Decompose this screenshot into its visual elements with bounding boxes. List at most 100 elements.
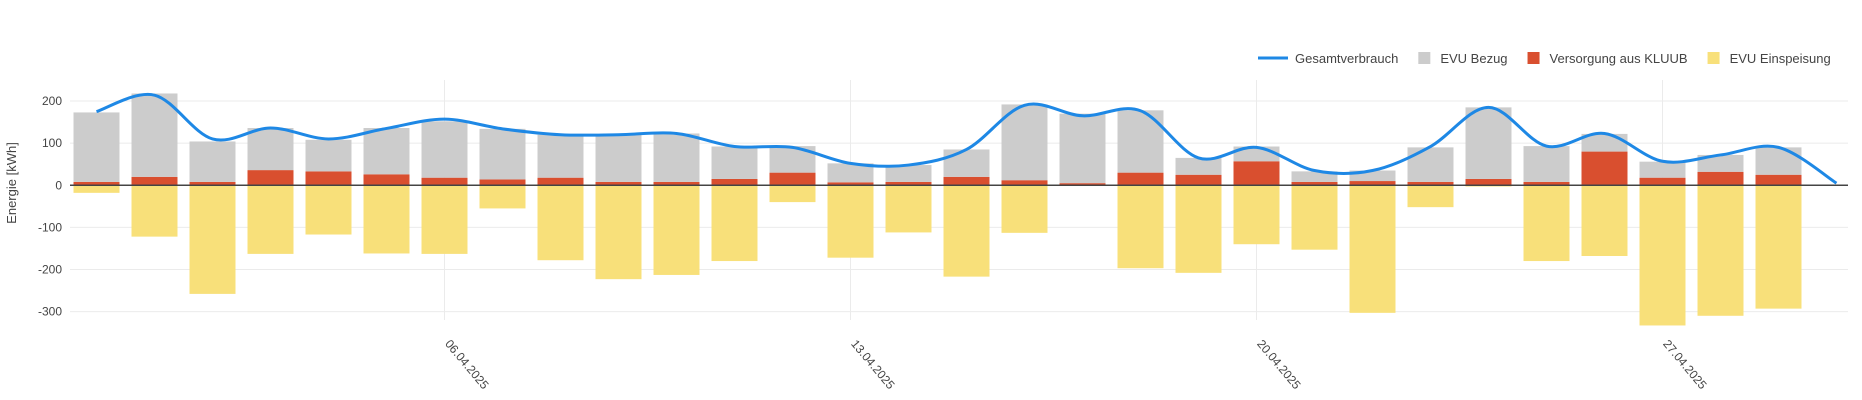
bar-series — [73, 93, 1802, 326]
bar-evu-bezug — [885, 165, 932, 182]
legend[interactable]: Gesamtverbrauch EVU Bezug Versorgung aus K… — [1258, 51, 1831, 66]
bar-kluub — [479, 179, 526, 186]
bar-kluub — [769, 172, 816, 186]
legend-item-evu-einspeisung[interactable]: EVU Einspeisung — [1707, 51, 1831, 66]
y-tick-label: -200 — [38, 262, 62, 276]
legend-swatch — [1527, 52, 1540, 64]
bar-kluub — [1523, 181, 1570, 186]
bar-evu-einspeisung — [1407, 185, 1454, 208]
bar-evu-einspeisung — [1233, 185, 1280, 245]
bar-kluub — [1117, 172, 1164, 186]
bar-evu-bezug — [363, 128, 410, 175]
legend-item-evu-bezug[interactable]: EVU Bezug — [1418, 51, 1508, 66]
bar-kluub — [363, 174, 410, 186]
bar-evu-einspeisung — [653, 185, 700, 275]
bar-evu-einspeisung — [537, 185, 584, 261]
bar-evu-einspeisung — [421, 185, 468, 254]
legend-label: Gesamtverbrauch — [1295, 51, 1398, 66]
bar-evu-einspeisung — [943, 185, 990, 277]
x-tick-label: 06.04.2025 — [442, 337, 492, 392]
x-tick-label: 27.04.2025 — [1660, 337, 1710, 392]
bar-evu-einspeisung — [1523, 185, 1570, 262]
x-tick-label: 13.04.2025 — [848, 337, 898, 392]
legend-item-gesamtverbrauch[interactable]: Gesamtverbrauch — [1258, 51, 1398, 66]
y-tick-label: -100 — [38, 220, 62, 234]
bar-evu-einspeisung — [1755, 185, 1802, 309]
bar-evu-bezug — [1523, 146, 1570, 182]
x-tick-label: 20.04.2025 — [1254, 337, 1304, 392]
bar-evu-bezug — [189, 141, 236, 182]
y-tick-label: 100 — [42, 136, 62, 150]
bar-kluub — [1059, 183, 1106, 186]
bar-kluub — [1697, 171, 1744, 186]
y-axis-ticks: 200 100 0 -100 -200 -300 — [38, 94, 62, 319]
bar-evu-bezug — [827, 163, 874, 183]
bar-kluub — [1001, 180, 1048, 186]
bar-evu-einspeisung — [1001, 185, 1048, 233]
bar-evu-einspeisung — [479, 185, 526, 209]
bar-kluub — [595, 181, 642, 186]
bar-evu-bezug — [653, 133, 700, 182]
y-tick-label: -300 — [38, 305, 62, 319]
bar-kluub — [653, 181, 700, 186]
bar-evu-einspeisung — [595, 185, 642, 280]
y-tick-label: 200 — [42, 94, 62, 108]
bar-evu-einspeisung — [1175, 185, 1222, 273]
bar-evu-einspeisung — [131, 185, 178, 237]
bar-evu-bezug — [711, 146, 758, 179]
y-axis-title: Energie [kWh] — [4, 142, 19, 224]
legend-label: Versorgung aus KLUUB — [1550, 51, 1688, 66]
bar-kluub — [711, 178, 758, 186]
bar-kluub — [1175, 174, 1222, 186]
bar-evu-einspeisung — [1291, 185, 1338, 250]
bar-kluub — [1291, 181, 1338, 186]
bar-evu-einspeisung — [827, 185, 874, 258]
bar-kluub — [943, 176, 990, 186]
bar-evu-einspeisung — [363, 185, 410, 254]
bar-evu-einspeisung — [247, 185, 294, 254]
bar-kluub — [131, 176, 178, 186]
y-tick-label: 0 — [55, 178, 62, 192]
bar-kluub — [1349, 181, 1396, 186]
bar-evu-einspeisung — [1581, 185, 1628, 256]
legend-label: EVU Bezug — [1440, 51, 1507, 66]
bar-evu-bezug — [479, 128, 526, 180]
bar-evu-bezug — [305, 139, 352, 172]
bar-evu-bezug — [421, 121, 468, 178]
bar-evu-einspeisung — [305, 185, 352, 235]
bar-evu-bezug — [537, 134, 584, 178]
bar-kluub — [1465, 178, 1512, 186]
bar-kluub — [1755, 174, 1802, 186]
bar-kluub — [73, 181, 120, 186]
bar-kluub — [247, 170, 294, 186]
gesamtverbrauch-line — [96, 92, 1838, 185]
legend-item-kluub[interactable]: Versorgung aus KLUUB — [1527, 51, 1688, 66]
bar-evu-einspeisung — [711, 185, 758, 262]
legend-label: EVU Einspeisung — [1730, 51, 1831, 66]
bar-evu-bezug — [1059, 113, 1106, 184]
bar-evu-bezug — [1001, 104, 1048, 181]
bar-kluub — [1407, 181, 1454, 186]
legend-swatch — [1707, 52, 1720, 64]
bar-kluub — [885, 181, 932, 186]
bar-evu-einspeisung — [769, 185, 816, 203]
bar-kluub — [1639, 177, 1686, 186]
bar-evu-bezug — [1175, 157, 1222, 175]
bar-kluub — [305, 171, 352, 186]
bar-evu-bezug — [131, 93, 178, 177]
bar-kluub — [1233, 161, 1280, 186]
bar-evu-einspeisung — [885, 185, 932, 233]
bar-evu-einspeisung — [1117, 185, 1164, 269]
bar-evu-einspeisung — [1349, 185, 1396, 313]
legend-swatch — [1418, 52, 1431, 64]
bar-evu-bezug — [595, 134, 642, 182]
bar-evu-einspeisung — [189, 185, 236, 294]
bar-evu-bezug — [1639, 161, 1686, 178]
bar-evu-bezug — [247, 128, 294, 171]
bar-evu-bezug — [1465, 107, 1512, 179]
bar-kluub — [421, 177, 468, 186]
bar-evu-einspeisung — [1639, 185, 1686, 326]
bar-evu-einspeisung — [73, 185, 120, 193]
bar-evu-bezug — [1349, 170, 1396, 182]
